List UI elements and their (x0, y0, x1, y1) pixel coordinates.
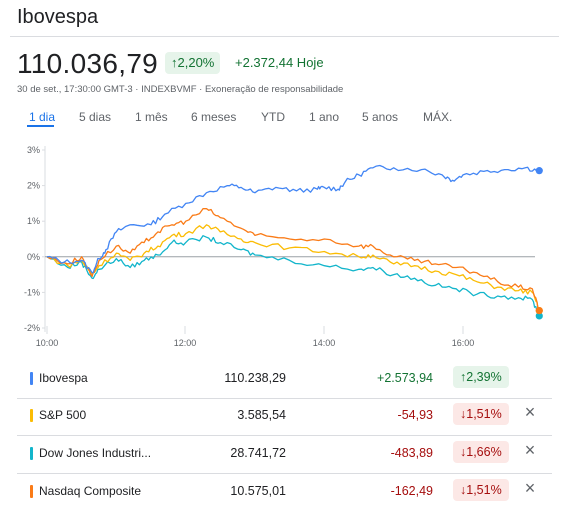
comparison-row[interactable]: S&P 500 3.585,54 -54,93 ↓1,51% × (17, 398, 552, 432)
row-change-percent-badge: ↓1,51% (453, 479, 509, 501)
change-percent-badge: ↑2,20% (165, 52, 221, 74)
row-name: Dow Jones Industri... (39, 446, 152, 460)
row-change: -54,93 (397, 408, 433, 422)
page-title: Ibovespa (17, 6, 99, 28)
row-price: 10.575,01 (230, 484, 286, 498)
active-tab-underline (27, 125, 54, 127)
tab-3[interactable]: 6 meses (191, 110, 237, 124)
row-divider (17, 473, 552, 474)
header-divider (10, 36, 559, 37)
row-divider (17, 398, 552, 399)
comparison-row[interactable]: Nasdaq Composite 10.575,01 -162,49 ↓1,51% × (17, 474, 552, 508)
series-line-3 (46, 208, 540, 311)
change-absolute: +2.372,44 Hoje (235, 55, 324, 70)
row-change: -483,89 (390, 446, 433, 460)
close-icon[interactable]: × (524, 402, 536, 422)
series-end-dot-0 (535, 167, 543, 175)
series-color-swatch (30, 409, 33, 422)
row-change: +2.573,94 (377, 371, 433, 385)
series-end-dot-3 (535, 306, 543, 315)
tab-4[interactable]: YTD (261, 110, 285, 124)
row-change-percent-badge: ↓1,66% (453, 441, 509, 463)
series-end-dot-2 (535, 312, 543, 320)
y-tick-label: -1% (24, 287, 40, 297)
row-name: Ibovespa (39, 371, 88, 385)
price-chart: 3% 2% 1% 0% -1% -2% 10:00 12:00 14:00 16:00 (24, 145, 543, 348)
tab-0[interactable]: 1 dia (29, 110, 56, 124)
y-tick-label: 3% (27, 145, 40, 155)
x-tick-label: 16:00 (452, 338, 475, 348)
series-color-swatch (30, 372, 33, 385)
series-line-0 (46, 164, 540, 274)
current-price: 110.036,79 (17, 48, 159, 79)
y-tick-label: -2% (24, 323, 40, 333)
row-change-percent-badge: ↓1,51% (453, 403, 509, 425)
y-tick-label: 1% (27, 216, 40, 226)
tab-6[interactable]: 5 anos (362, 110, 399, 124)
y-tick-label: 2% (27, 181, 40, 191)
tab-7[interactable]: MÁX. (423, 110, 453, 124)
series-line-1 (46, 224, 540, 312)
tab-1[interactable]: 5 dias (79, 110, 112, 124)
row-change: -162,49 (390, 484, 433, 498)
row-price: 28.741,72 (230, 446, 286, 460)
x-tick-label: 12:00 (174, 338, 197, 348)
series-color-swatch (30, 447, 33, 460)
row-name: S&P 500 (39, 408, 87, 422)
series-color-swatch (30, 485, 33, 498)
x-tick-label: 14:00 (313, 338, 336, 348)
comparison-row[interactable]: Dow Jones Industri... 28.741,72 -483,89 ↓1,… (17, 436, 552, 470)
tab-5[interactable]: 1 ano (309, 110, 340, 124)
row-name: Nasdaq Composite (39, 484, 142, 498)
y-tick-label: 0% (27, 252, 40, 262)
close-icon[interactable]: × (524, 478, 536, 498)
row-price: 3.585,54 (237, 408, 286, 422)
comparison-row[interactable]: Ibovespa 110.238,29 +2.573,94 ↑2,39% (17, 361, 552, 395)
quote-meta: 30 de set., 17:30:00 GMT-3 · INDEXBVMF ·… (17, 84, 344, 95)
x-tick-label: 10:00 (36, 338, 59, 348)
range-tabs: 1 dia 5 dias 1 mês 6 meses YTD 1 ano 5 anos MÁX… (0, 110, 569, 132)
tab-2[interactable]: 1 mês (135, 110, 168, 124)
row-divider (17, 435, 552, 436)
row-change-percent-badge: ↑2,39% (453, 366, 509, 388)
close-icon[interactable]: × (524, 440, 536, 460)
row-price: 110.238,29 (224, 371, 286, 385)
